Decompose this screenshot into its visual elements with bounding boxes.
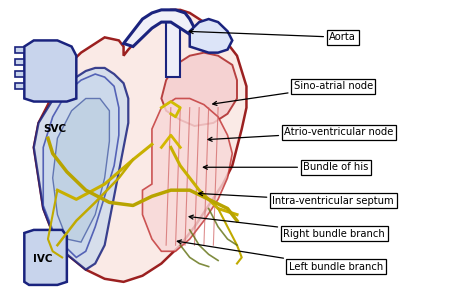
Polygon shape (15, 83, 24, 89)
Text: Intra-ventricular septum: Intra-ventricular septum (199, 192, 394, 206)
Polygon shape (161, 52, 237, 126)
Polygon shape (34, 68, 128, 270)
Polygon shape (15, 59, 24, 65)
Polygon shape (15, 47, 24, 52)
Polygon shape (143, 99, 232, 251)
Polygon shape (124, 10, 194, 47)
Text: IVC: IVC (33, 254, 52, 264)
Polygon shape (24, 41, 76, 102)
Text: Aorta: Aorta (189, 29, 356, 42)
Text: Atrio-ventricular node: Atrio-ventricular node (208, 127, 393, 141)
Text: Left bundle branch: Left bundle branch (177, 240, 383, 272)
Polygon shape (190, 19, 232, 52)
Text: SVC: SVC (44, 124, 67, 134)
Polygon shape (53, 99, 109, 242)
Text: Sino-atrial node: Sino-atrial node (213, 81, 373, 105)
Text: Right bundle branch: Right bundle branch (189, 215, 385, 239)
Polygon shape (43, 74, 119, 257)
Polygon shape (34, 10, 246, 282)
Polygon shape (24, 230, 67, 285)
Polygon shape (15, 71, 24, 77)
Polygon shape (166, 22, 180, 77)
Text: Bundle of his: Bundle of his (203, 162, 369, 172)
